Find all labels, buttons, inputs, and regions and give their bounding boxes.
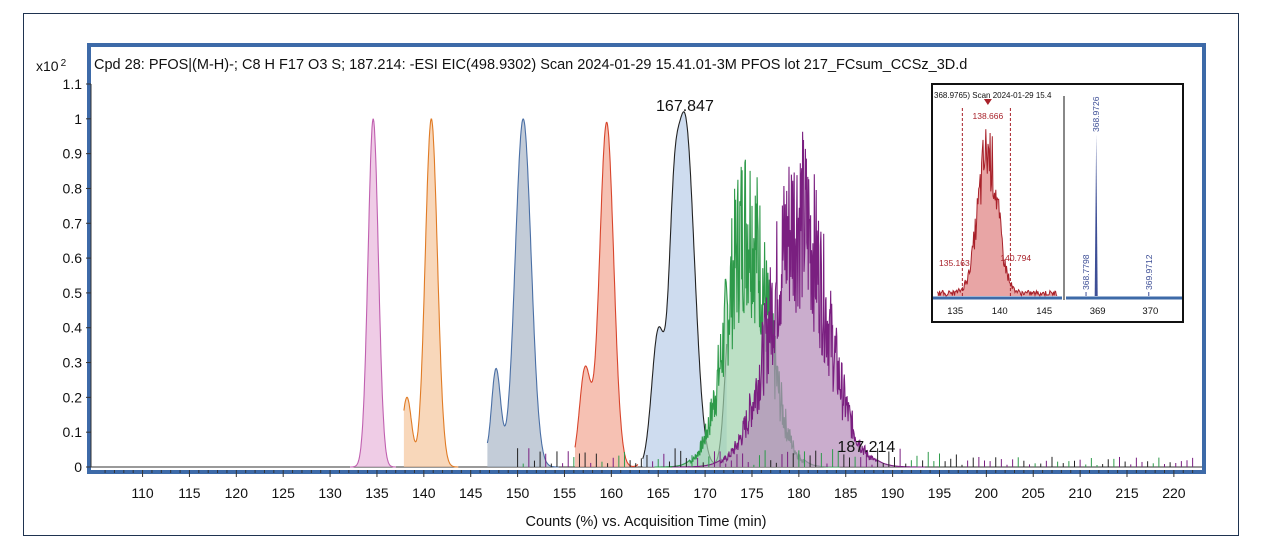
x-tick-label: 155 [553,485,577,501]
chart-title: Cpd 28: PFOS|(M-H)-; C8 H F17 O3 S; 187.… [94,57,967,73]
ms-main-peak [1094,134,1098,296]
x-tick-label: 110 [131,485,154,501]
inset-peak-line [936,129,1058,298]
ms-peak-label: 368.9726 [1091,96,1101,132]
series-line [574,121,639,467]
x-tick-label: 215 [1115,485,1139,501]
x-tick-label: 165 [647,485,671,501]
x-tick-label: 205 [1022,485,1046,501]
y-tick-label: 0.9 [63,146,83,162]
x-tick-label: 195 [928,485,952,501]
inset-right-tick-label: 370 [1142,306,1158,317]
x-tick-label: 175 [740,485,764,501]
y-tick-label: 1 [74,111,82,127]
inset-left-tick-label: 135 [947,306,963,317]
series-fill [575,122,638,468]
x-tick-label: 170 [693,485,717,501]
y-tick-label: 0.3 [63,355,83,371]
chart-frame [23,13,1239,536]
inset-peak-marker [983,99,992,105]
y-axis: 0 0.1 0.2 0.3 0.4 0.5 0.6 0.7 0.8 0.9 1 1.1 [63,76,92,475]
x-tick-label: 120 [225,485,249,501]
inset-right-tick-label: 369 [1090,306,1106,317]
series-line [403,118,459,468]
y-tick-label: 1.1 [63,76,83,92]
inset-peak-label: 138.666 [973,111,1004,121]
series-fill [642,111,727,468]
x-tick-label: 210 [1068,485,1092,501]
series-line [350,118,396,468]
inset-spectrum: 368.9765) Scan 2024-01-29 15.4 138.66613… [931,83,1184,323]
x-tick-label: 190 [881,485,905,501]
y-tick-label: 0 [74,459,82,475]
inset-low-label: 135.163 [939,258,970,268]
annotation-layer: 167.847 187.214 [656,98,895,456]
x-tick-label: 160 [600,485,624,501]
series-fill [403,119,459,467]
x-tick-label: 180 [787,485,811,501]
x-tick-label: 135 [365,485,389,501]
peak-annotation: 187.214 [837,439,895,456]
x-tick-label: 150 [506,485,530,501]
series-fill [654,159,840,467]
x-tick-label: 140 [412,485,436,501]
ms-small-label: 368.7798 [1081,254,1091,290]
y-tick-label: 0.6 [63,250,83,266]
series-line [486,118,559,468]
peak-annotation: 167.847 [656,98,714,115]
y-tick-label: 0.4 [63,320,83,336]
x-tick-label: 115 [178,485,201,501]
x-tick-label: 185 [834,485,858,501]
inset-peak-fill [937,129,1058,296]
y-tick-label: 0.8 [63,180,83,196]
x-tick-label: 220 [1162,485,1186,501]
x-tick-label: 200 [975,485,999,501]
y-tick-label: 0.5 [63,285,83,301]
inset-left-tick-label: 140 [992,306,1008,317]
ms-small-label: 369.9712 [1144,254,1154,290]
x-axis: 110 115 120 125 130 135 140 145 150 155 160 165 170 1… [91,466,1202,501]
y-multiplier: x10 2 [36,58,67,74]
inset-right-ms: 368.9726 368.7798 369.9712 369 370 [1063,96,1182,317]
series-fill [672,131,925,467]
x-tick-label: 145 [459,485,483,501]
x-axis-label: Counts (%) vs. Acquisition Time (min) [526,514,767,530]
series-layer [350,111,1194,468]
x-tick-label: 130 [318,485,342,501]
y-tick-label: 0.7 [63,215,83,231]
y-tick-label: 0.1 [63,424,83,440]
inset-right-label: 140.794 [1000,253,1031,263]
x-tick-label: 125 [272,485,296,501]
series-fill [487,119,559,467]
inset-left-eic: 138.666 135.163 140.794 135 140 145 [933,99,1062,317]
y-tick-label: 0.2 [63,389,83,405]
series-fill [350,119,396,467]
inset-left-tick-label: 145 [1036,306,1052,317]
inset-left-header: 368.9765) Scan 2024-01-29 15.4 [934,91,1052,100]
